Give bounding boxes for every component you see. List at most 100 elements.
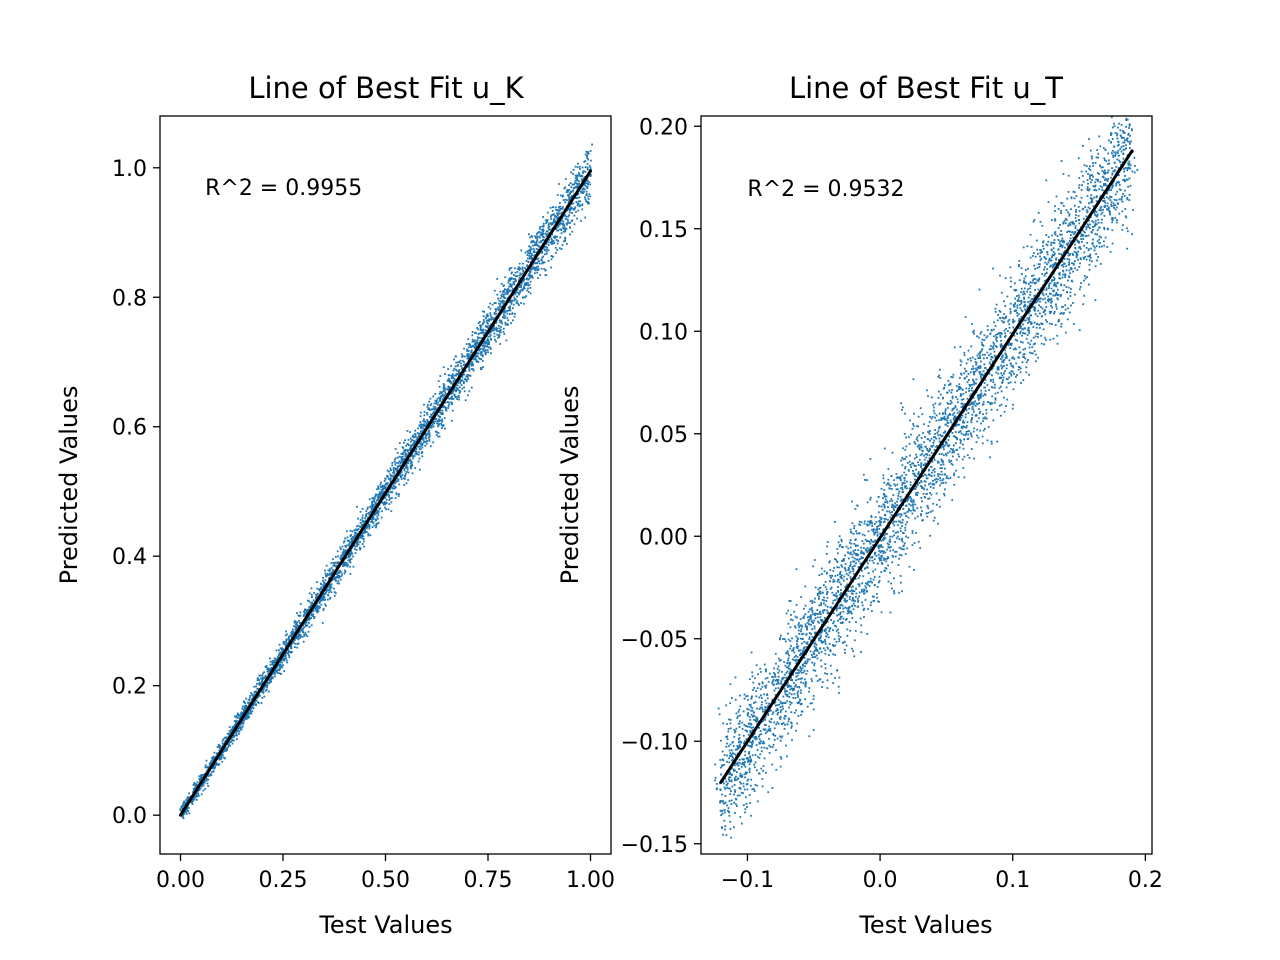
scatter-point	[498, 302, 500, 305]
scatter-point	[529, 246, 532, 249]
scatter-point	[539, 233, 542, 236]
scatter-point	[361, 507, 364, 510]
scatter-point	[887, 526, 890, 529]
scatter-point	[204, 788, 207, 790]
scatter-point	[577, 200, 580, 203]
scatter-point	[880, 559, 883, 561]
scatter-point	[542, 235, 544, 238]
scatter-point	[483, 346, 486, 349]
scatter-point	[270, 675, 273, 678]
scatter-point	[279, 647, 282, 650]
scatter-point	[935, 446, 937, 448]
scatter-point	[467, 350, 470, 352]
scatter-point	[734, 812, 736, 814]
scatter-point	[718, 713, 721, 716]
scatter-point	[359, 522, 362, 524]
scatter-point	[546, 248, 548, 251]
scatter-point	[869, 498, 872, 501]
scatter-point	[494, 338, 496, 341]
scatter-point	[279, 652, 282, 654]
scatter-point	[955, 385, 958, 387]
scatter-point	[881, 563, 884, 565]
scatter-point	[729, 787, 731, 790]
scatter-point	[512, 307, 514, 310]
scatter-point	[418, 457, 421, 460]
scatter-point	[240, 728, 243, 731]
scatter-point	[455, 368, 457, 371]
scatter-point	[199, 776, 202, 779]
scatter-point	[403, 468, 406, 470]
scatter-point	[233, 735, 235, 738]
scatter-point	[815, 674, 818, 677]
scatter-point	[423, 428, 425, 430]
scatter-point	[332, 577, 335, 580]
scatter-point	[498, 327, 501, 330]
scatter-point	[453, 388, 456, 390]
scatter-point	[746, 707, 749, 710]
scatter-point	[197, 793, 199, 795]
scatter-point	[1094, 223, 1096, 226]
scatter-point	[364, 528, 366, 531]
scatter-point	[550, 258, 553, 261]
scatter-point	[475, 340, 478, 343]
scatter-point	[413, 455, 416, 458]
scatter-point	[334, 577, 336, 580]
scatter-point	[437, 401, 439, 404]
scatter-point	[799, 667, 802, 670]
scatter-point	[539, 251, 542, 254]
scatter-point	[840, 603, 843, 606]
scatter-point	[918, 459, 921, 461]
scatter-point	[362, 537, 365, 540]
scatter-point	[403, 477, 405, 480]
scatter-point	[407, 444, 410, 447]
scatter-point	[750, 709, 753, 712]
scatter-point	[348, 543, 351, 546]
scatter-point	[851, 566, 854, 568]
scatter-point	[1040, 257, 1043, 260]
scatter-point	[389, 478, 392, 481]
scatter-point	[242, 725, 244, 728]
scatter-point	[534, 272, 536, 275]
scatter-point	[1095, 223, 1098, 226]
scatter-point	[417, 427, 420, 430]
scatter-point	[510, 322, 512, 324]
scatter-point	[207, 778, 210, 781]
scatter-point	[855, 596, 857, 598]
scatter-point	[198, 778, 201, 780]
scatter-point	[544, 269, 547, 271]
scatter-point	[210, 774, 213, 776]
scatter-point	[432, 421, 435, 424]
scatter-point	[373, 498, 376, 501]
scatter-point	[585, 150, 588, 153]
scatter-point	[260, 683, 263, 686]
scatter-point	[422, 425, 425, 428]
scatter-point	[832, 622, 834, 625]
scatter-point	[887, 556, 889, 558]
scatter-point	[1033, 219, 1036, 221]
scatter-point	[372, 517, 375, 520]
scatter-point	[440, 395, 442, 398]
scatter-point	[434, 408, 436, 411]
scatter-point	[386, 475, 388, 477]
scatter-point	[971, 418, 973, 420]
scatter-point	[394, 482, 396, 485]
scatter-point	[1021, 341, 1024, 344]
scatter-point	[576, 183, 579, 185]
scatter-point	[227, 746, 229, 749]
scatter-point	[437, 425, 439, 428]
scatter-point	[529, 271, 532, 273]
scatter-point	[565, 215, 568, 218]
scatter-point	[898, 546, 901, 549]
scatter-point	[516, 271, 519, 273]
scatter-point	[499, 321, 502, 324]
scatter-point	[1042, 328, 1045, 331]
scatter-point	[510, 303, 513, 305]
scatter-point	[574, 206, 577, 209]
scatter-point	[849, 596, 851, 598]
scatter-point	[289, 639, 291, 642]
scatter-point	[273, 672, 275, 674]
scatter-point	[527, 284, 530, 287]
scatter-point	[502, 296, 505, 299]
scatter-point	[1120, 146, 1123, 148]
scatter-point	[357, 543, 360, 546]
